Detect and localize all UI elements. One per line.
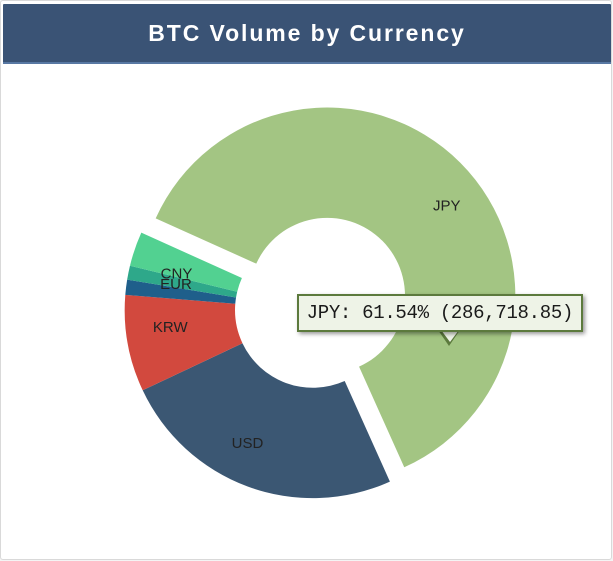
svg-text:CNY: CNY: [161, 266, 193, 283]
svg-text:USD: USD: [232, 435, 264, 452]
svg-text:JPY: JPY: [433, 198, 461, 215]
svg-text:KRW: KRW: [153, 319, 189, 336]
